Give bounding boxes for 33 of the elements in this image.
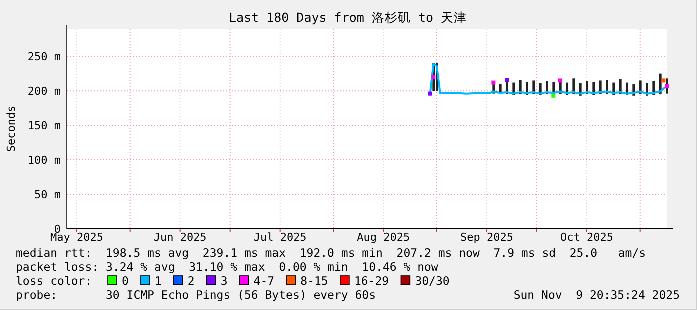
y-tick-label: 250 m [28,50,62,64]
legend-label: 1 [154,274,162,288]
point [492,80,496,85]
point [662,78,666,83]
x-tick-label: Oct 2025 [560,231,614,244]
legend-label: 2 [188,274,195,288]
text: median rtt: 198.5 ms avg 239.1 ms max 192.0 ms min 207.2 ms now 7.9 ms sd 25.0 am/s [16,246,646,260]
x-tick-label: Jun 2025 [154,231,207,244]
x-tick-label: Sep 2025 [460,231,514,244]
x-tick-label: Aug 2025 [357,231,410,244]
legend-title: loss color: [16,274,92,288]
y-axis-title: Seconds [5,106,18,152]
legend-label: 30/30 [415,274,450,288]
point [428,92,432,96]
point [665,84,669,88]
legend-label: 3 [220,274,228,288]
point [505,78,509,82]
text: packet loss: 3.24 % avg 31.10 % max 0.00 % min 10.46 % now [16,260,438,274]
text: probe: 30 ICMP Echo Pings (56 Bytes) every 60s [16,288,376,302]
chart-title: Last 180 Days from 洛杉矶 to 天津 [228,10,468,25]
legend-label: 16-29 [354,274,390,288]
y-tick-label: 200 m [28,85,62,98]
point [552,94,556,98]
legend-label: 4-7 [254,274,275,288]
x-tick-label: Jul 2025 [254,231,307,244]
legend-label: 8-15 [300,274,328,288]
y-tick-label: 50 m [34,188,62,202]
y-tick-label: 100 m [28,154,62,168]
legend-label: 0 [122,274,129,288]
point [558,78,562,83]
point [432,75,436,80]
y-tick-label: 150 m [28,120,62,133]
text: Sun Nov 9 20:35:24 2025 [514,288,680,302]
